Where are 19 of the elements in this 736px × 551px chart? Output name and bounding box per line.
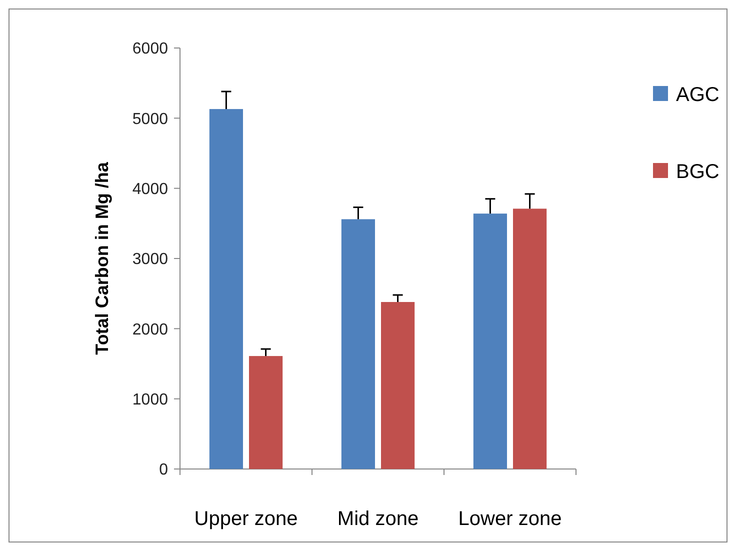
y-tick-label: 5000 bbox=[132, 110, 168, 128]
bar bbox=[249, 356, 283, 469]
y-tick-label: 6000 bbox=[132, 40, 168, 58]
y-tick-label: 0 bbox=[159, 462, 168, 479]
y-tick-label: 1000 bbox=[132, 391, 168, 408]
y-tick-label: 3000 bbox=[132, 251, 168, 268]
y-axis-title: Total Carbon in Mg /ha bbox=[92, 161, 112, 355]
x-tick-label: Lower zone bbox=[458, 508, 562, 530]
x-tick-label: Mid zone bbox=[337, 508, 419, 530]
bar bbox=[473, 214, 507, 469]
x-tick-label: Upper zone bbox=[194, 508, 298, 530]
bar bbox=[209, 109, 243, 469]
y-tick-label: 2000 bbox=[132, 321, 168, 338]
bar bbox=[381, 302, 415, 469]
bar bbox=[513, 208, 547, 469]
legend-label: BGC bbox=[676, 161, 720, 183]
bar bbox=[341, 219, 375, 469]
y-tick-label: 4000 bbox=[132, 180, 168, 198]
legend-label: AGC bbox=[676, 84, 720, 106]
